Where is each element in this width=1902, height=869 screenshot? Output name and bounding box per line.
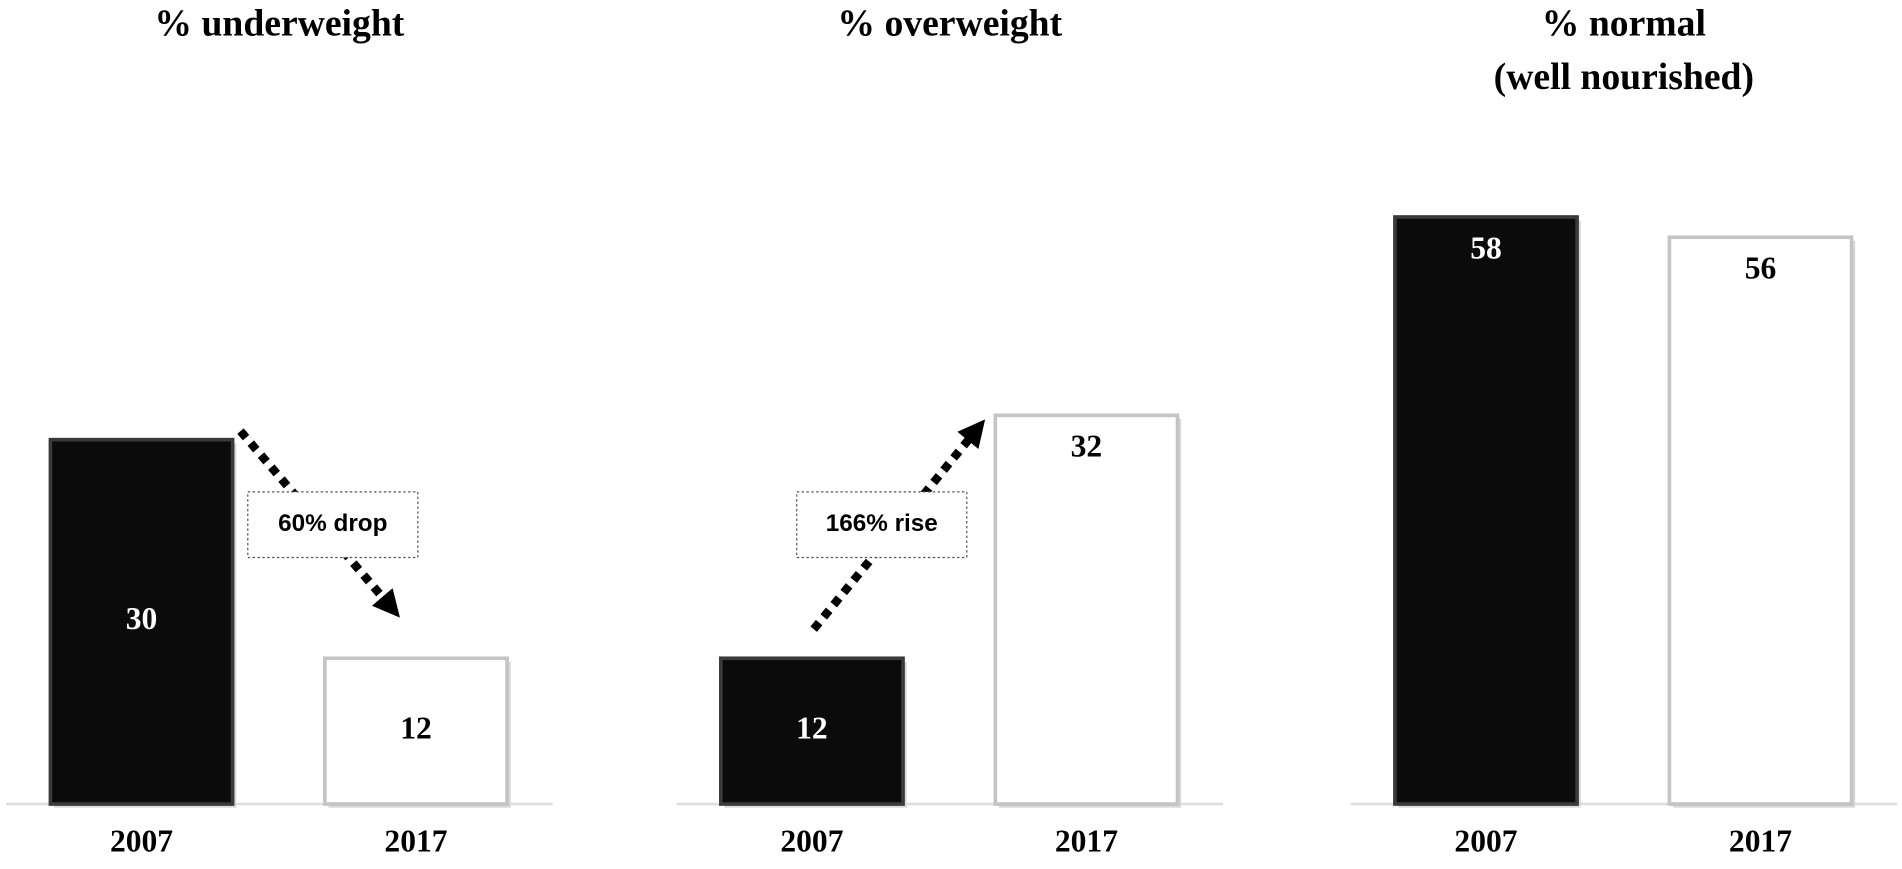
annotation: 166% rise bbox=[826, 510, 938, 537]
value-label: 12 bbox=[400, 710, 432, 745]
x-tick-label: 2017 bbox=[1729, 823, 1792, 858]
value-label: 12 bbox=[796, 710, 828, 745]
bar bbox=[323, 656, 509, 806]
bar bbox=[1393, 215, 1579, 806]
panel-title: % normal bbox=[1542, 2, 1706, 44]
bar bbox=[48, 437, 235, 806]
bar bbox=[993, 413, 1180, 806]
value-label: 58 bbox=[1470, 230, 1502, 265]
x-tick-label: 2007 bbox=[1454, 823, 1517, 858]
x-tick-label: 2007 bbox=[110, 823, 173, 858]
annotation-box bbox=[796, 491, 968, 559]
value-label: 30 bbox=[126, 601, 158, 636]
value-label: 56 bbox=[1745, 250, 1777, 285]
panel-title: % underweight bbox=[154, 2, 404, 44]
x-tick-label: 2007 bbox=[780, 823, 843, 858]
panel-title: % overweight bbox=[837, 2, 1062, 44]
bar bbox=[1667, 235, 1854, 806]
annotation-box bbox=[247, 491, 419, 559]
x-tick-label: 2017 bbox=[1055, 823, 1118, 858]
x-tick-label: 2017 bbox=[384, 823, 447, 858]
panel-title: (well nourished) bbox=[1494, 56, 1754, 98]
annotation: 60% drop bbox=[278, 510, 387, 537]
value-label: 32 bbox=[1071, 429, 1103, 464]
bar bbox=[719, 656, 905, 806]
